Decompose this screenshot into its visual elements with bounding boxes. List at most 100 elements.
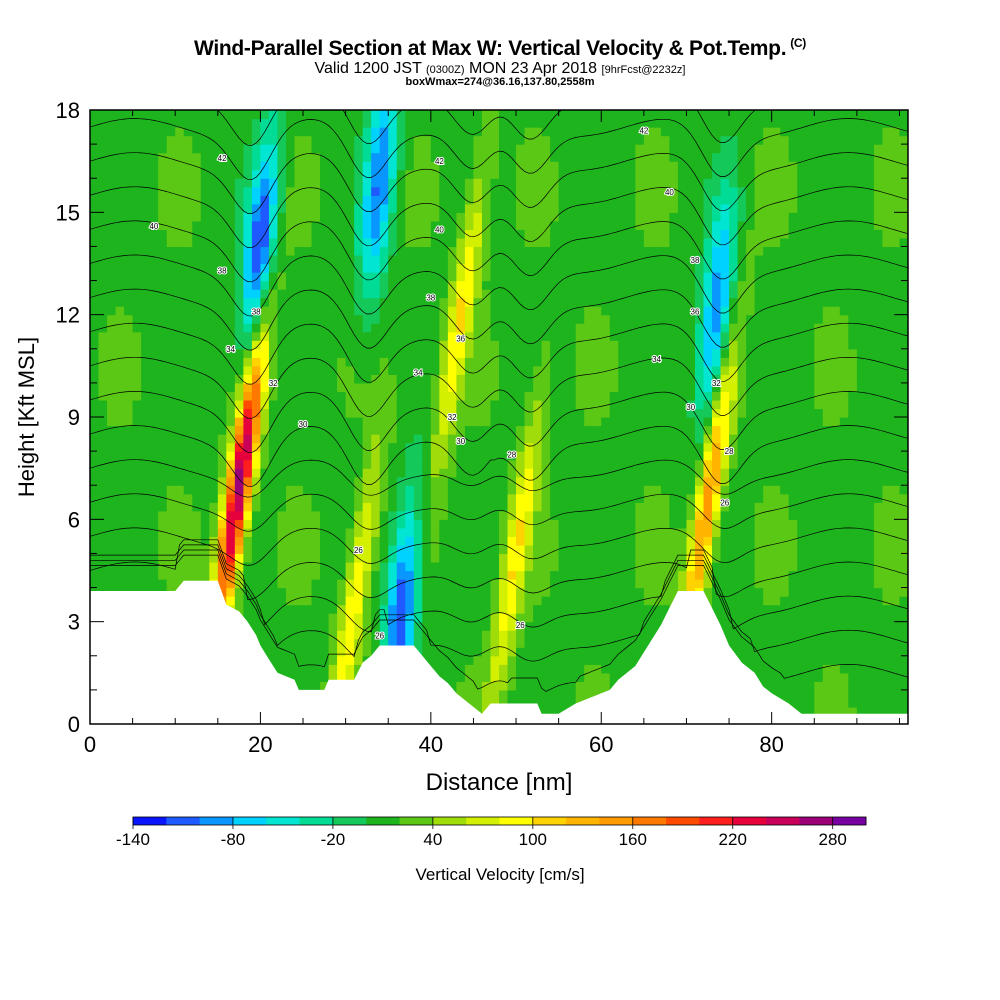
velocity-cell [277, 314, 287, 324]
velocity-cell [175, 323, 185, 333]
velocity-cell [609, 544, 619, 555]
velocity-cell [183, 527, 193, 537]
velocity-cell [149, 254, 159, 265]
velocity-cell [371, 254, 381, 265]
velocity-cell [251, 365, 262, 375]
velocity-cell [277, 246, 287, 256]
velocity-cell [618, 263, 628, 273]
velocity-cell [473, 493, 483, 503]
velocity-cell [550, 237, 560, 248]
velocity-cell [320, 161, 330, 171]
velocity-cell [396, 340, 406, 350]
velocity-cell [499, 399, 509, 410]
velocity-cell [456, 144, 466, 154]
velocity-cell [345, 672, 355, 682]
velocity-cell [192, 485, 202, 495]
velocity-cell [388, 254, 398, 265]
velocity-cell [90, 186, 100, 196]
velocity-cell [550, 587, 560, 597]
velocity-cell [635, 468, 645, 478]
velocity-cell [107, 357, 117, 367]
velocity-cell [584, 630, 594, 640]
velocity-cell [354, 493, 364, 503]
velocity-cell [609, 647, 619, 657]
velocity-cell [652, 493, 662, 503]
velocity-cell [507, 254, 517, 265]
velocity-cell [200, 144, 210, 154]
velocity-cell [328, 331, 338, 341]
velocity-cell [541, 681, 551, 691]
velocity-cell [396, 254, 406, 265]
velocity-cell [243, 212, 253, 222]
velocity-cell [107, 468, 117, 478]
velocity-cell [618, 630, 628, 640]
velocity-cell [626, 135, 636, 145]
velocity-cell [669, 246, 679, 256]
velocity-cell [379, 306, 389, 316]
velocity-cell [294, 254, 304, 265]
velocity-cell [320, 127, 330, 137]
velocity-cell [422, 587, 432, 597]
velocity-cell [362, 118, 372, 128]
velocity-cell [328, 502, 338, 512]
velocity-cell [200, 561, 210, 572]
velocity-cell [533, 340, 543, 350]
velocity-cell [481, 237, 492, 248]
velocity-cell [550, 681, 560, 691]
velocity-cell [200, 169, 210, 179]
velocity-cell [609, 399, 619, 410]
velocity-cell [669, 203, 679, 213]
velocity-cell [533, 579, 543, 589]
velocity-cell [107, 178, 117, 188]
velocity-cell [226, 246, 236, 256]
velocity-cell [90, 527, 100, 537]
velocity-cell [337, 220, 347, 230]
velocity-cell [217, 485, 227, 495]
velocity-cell [132, 212, 142, 222]
velocity-cell [422, 510, 432, 520]
velocity-cell [268, 110, 279, 120]
velocity-cell [362, 229, 372, 239]
velocity-cell [192, 254, 202, 265]
velocity-cell [541, 561, 551, 572]
velocity-cell [592, 579, 602, 589]
velocity-cell [115, 425, 125, 435]
velocity-cell [183, 280, 193, 290]
velocity-cell [558, 237, 568, 248]
velocity-cell [243, 229, 253, 239]
velocity-cell [541, 604, 551, 614]
velocity-cell [660, 220, 671, 230]
velocity-cell [226, 212, 236, 222]
velocity-cell [575, 664, 585, 674]
velocity-cell [234, 374, 244, 384]
velocity-cell [396, 357, 406, 367]
velocity-cell [413, 152, 423, 162]
velocity-cell [243, 510, 253, 520]
velocity-cell [413, 493, 423, 503]
velocity-cell [481, 357, 492, 367]
velocity-cell [371, 502, 381, 512]
velocity-cell [635, 110, 645, 120]
velocity-cell [430, 630, 440, 640]
velocity-cell [354, 391, 364, 401]
velocity-cell [354, 596, 364, 606]
velocity-cell [149, 408, 159, 418]
velocity-cell [209, 254, 219, 265]
velocity-cell [158, 408, 168, 418]
velocity-cell [175, 374, 185, 384]
velocity-cell [209, 246, 219, 256]
velocity-cell [226, 553, 236, 563]
velocity-cell [132, 306, 142, 316]
velocity-cell [362, 459, 372, 469]
velocity-cell [166, 254, 176, 265]
velocity-cell [175, 536, 185, 546]
velocity-cell [268, 127, 279, 137]
velocity-cell [643, 519, 653, 529]
velocity-cell [652, 417, 662, 427]
velocity-cell [277, 553, 287, 563]
velocity-cell [285, 272, 296, 282]
velocity-cell [626, 118, 636, 128]
velocity-cell [430, 272, 440, 282]
velocity-cell [345, 348, 355, 358]
velocity-cell [337, 110, 347, 120]
